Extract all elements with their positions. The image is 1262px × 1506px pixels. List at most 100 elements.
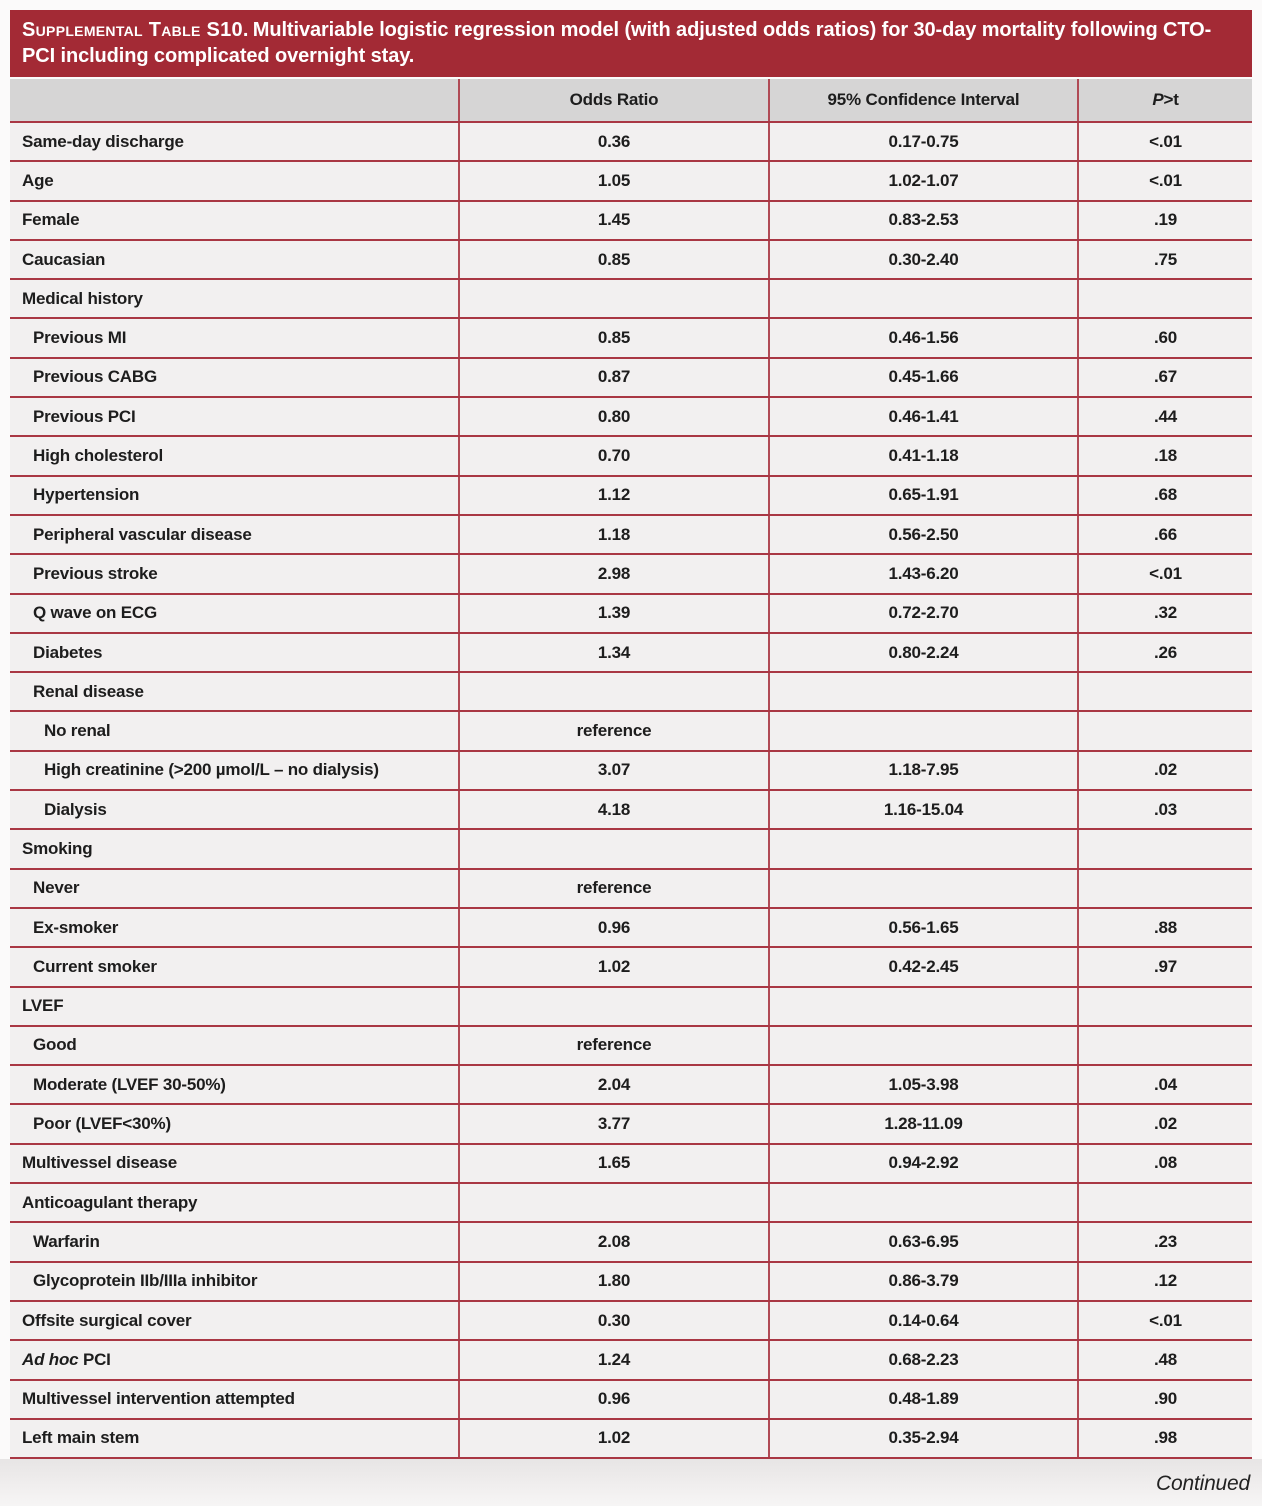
row-label: Medical history [10, 279, 459, 320]
cell-confidence-interval [768, 986, 1078, 1027]
cell-odds-ratio: 1.45 [458, 200, 769, 241]
row-label: Ex-smoker [10, 907, 459, 949]
column-header-p-value: P>t [1077, 79, 1252, 123]
cell-p-value: <.01 [1077, 161, 1252, 202]
table-row: Moderate (LVEF 30-50%) 2.04 1.05-3.98.04 [10, 1065, 1252, 1106]
cell-odds-ratio: 1.12 [458, 475, 769, 516]
cell-p-value [1077, 986, 1252, 1027]
cell-confidence-interval: 0.80-2.24 [768, 632, 1078, 674]
cell-p-value: .48 [1077, 1340, 1252, 1381]
cell-confidence-interval: 0.41-1.18 [768, 436, 1078, 477]
cell-odds-ratio: 0.30 [458, 1300, 769, 1342]
row-label: Good [10, 1025, 459, 1067]
table-row: Female 1.45 0.83-2.53.19 [10, 200, 1252, 241]
row-label: Multivessel intervention attempted [10, 1379, 459, 1420]
cell-odds-ratio: 1.18 [458, 514, 769, 556]
row-label: Glycoprotein IIb/IIIa inhibitor [10, 1261, 459, 1302]
row-label: Warfarin [10, 1222, 459, 1263]
cell-odds-ratio: 1.39 [458, 593, 769, 634]
cell-confidence-interval [768, 672, 1078, 713]
row-label: Peripheral vascular disease [10, 514, 459, 556]
cell-confidence-interval [768, 829, 1078, 870]
cell-odds-ratio: 0.85 [458, 318, 769, 359]
cell-confidence-interval: 0.68-2.23 [768, 1340, 1078, 1381]
table-row: Multivessel disease 1.65 0.94-2.92.08 [10, 1143, 1252, 1185]
table-row: Never reference [10, 868, 1252, 909]
cell-odds-ratio: 2.08 [458, 1222, 769, 1263]
cell-odds-ratio: 4.18 [458, 790, 769, 831]
table-row: Medical history [10, 279, 1252, 320]
cell-p-value: .75 [1077, 239, 1252, 281]
cell-confidence-interval: 0.83-2.53 [768, 200, 1078, 241]
cell-p-value: <.01 [1077, 122, 1252, 163]
cell-odds-ratio: 2.98 [458, 554, 769, 595]
row-label: Never [10, 868, 459, 909]
table-title-number: Supplemental Table S10. [22, 19, 249, 41]
row-label: Offsite surgical cover [10, 1300, 459, 1342]
cell-confidence-interval: 0.56-2.50 [768, 514, 1078, 556]
table-header: Odds Ratio 95% Confidence Interval P>t [10, 79, 1252, 123]
row-label: Hypertension [10, 475, 459, 516]
row-label: Previous PCI [10, 397, 459, 438]
row-label: High cholesterol [10, 436, 459, 477]
cell-odds-ratio: 3.77 [458, 1104, 769, 1145]
table-row: Previous MI 0.85 0.46-1.56.60 [10, 318, 1252, 359]
cell-odds-ratio [458, 829, 769, 870]
cell-odds-ratio: 1.65 [458, 1143, 769, 1185]
cell-odds-ratio: 0.85 [458, 239, 769, 281]
table-row: Good reference [10, 1025, 1252, 1067]
cell-p-value: .08 [1077, 1143, 1252, 1185]
cell-confidence-interval [768, 711, 1078, 752]
cell-confidence-interval: 1.28-11.09 [768, 1104, 1078, 1145]
table-header-row: Odds Ratio 95% Confidence Interval P>t [10, 79, 1252, 123]
row-label: Ad hoc PCI [10, 1340, 459, 1381]
cell-confidence-interval: 0.46-1.41 [768, 397, 1078, 438]
table-row: Dialysis 4.18 1.16-15.04.03 [10, 790, 1252, 831]
table-row: Smoking [10, 829, 1252, 870]
cell-p-value: .23 [1077, 1222, 1252, 1263]
row-label: Dialysis [10, 790, 459, 831]
table-body: Same-day discharge 0.36 0.17-0.75 <.01 Age 1.… [10, 122, 1252, 1460]
row-label: Multivessel disease [10, 1143, 459, 1185]
row-label: Renal disease [10, 672, 459, 713]
cell-p-value: .32 [1077, 593, 1252, 634]
cell-odds-ratio [458, 1183, 769, 1224]
table-row: High cholesterol 0.70 0.41-1.18.18 [10, 436, 1252, 477]
cell-p-value: .67 [1077, 357, 1252, 399]
column-header-confidence-interval: 95% Confidence Interval [768, 79, 1078, 123]
cell-odds-ratio: reference [458, 711, 769, 752]
table-row: Current smoker 1.02 0.42-2.45.97 [10, 947, 1252, 988]
table-title-banner: Supplemental Table S10. Multivariable log… [10, 10, 1252, 77]
table-row: Anticoagulant therapy [10, 1183, 1252, 1224]
row-label: Same-day discharge [10, 122, 459, 163]
table-row: Previous PCI 0.80 0.46-1.41.44 [10, 397, 1252, 438]
row-label: Anticoagulant therapy [10, 1183, 459, 1224]
cell-odds-ratio: reference [458, 868, 769, 909]
cell-p-value: .88 [1077, 907, 1252, 949]
cell-confidence-interval: 0.42-2.45 [768, 947, 1078, 988]
cell-p-value: .66 [1077, 514, 1252, 556]
table-row: Caucasian 0.85 0.30-2.40.75 [10, 239, 1252, 281]
cell-odds-ratio: 0.36 [458, 122, 769, 163]
row-label: Left main stem [10, 1418, 459, 1460]
table-row: Warfarin 2.08 0.63-6.95.23 [10, 1222, 1252, 1263]
table-row: Poor (LVEF<30%) 3.77 1.28-11.09.02 [10, 1104, 1252, 1145]
cell-p-value [1077, 672, 1252, 713]
cell-p-value: .97 [1077, 947, 1252, 988]
cell-confidence-interval: 0.94-2.92 [768, 1143, 1078, 1185]
cell-odds-ratio: 1.24 [458, 1340, 769, 1381]
cell-confidence-interval: 0.72-2.70 [768, 593, 1078, 634]
cell-confidence-interval: 0.45-1.66 [768, 357, 1078, 399]
regression-table: Odds Ratio 95% Confidence Interval P>t S… [10, 79, 1252, 1460]
cell-p-value: <.01 [1077, 554, 1252, 595]
cell-confidence-interval: 1.05-3.98 [768, 1065, 1078, 1106]
cell-p-value [1077, 279, 1252, 320]
column-header-variable [10, 79, 459, 123]
table-row: LVEF [10, 986, 1252, 1027]
table-row: Diabetes 1.34 0.80-2.24.26 [10, 632, 1252, 674]
cell-p-value: .12 [1077, 1261, 1252, 1302]
table-title-text: Multivariable logistic regression model … [22, 19, 1212, 67]
table-row: Age 1.05 1.02-1.07 <.01 [10, 161, 1252, 202]
cell-odds-ratio: 1.80 [458, 1261, 769, 1302]
cell-confidence-interval: 1.43-6.20 [768, 554, 1078, 595]
